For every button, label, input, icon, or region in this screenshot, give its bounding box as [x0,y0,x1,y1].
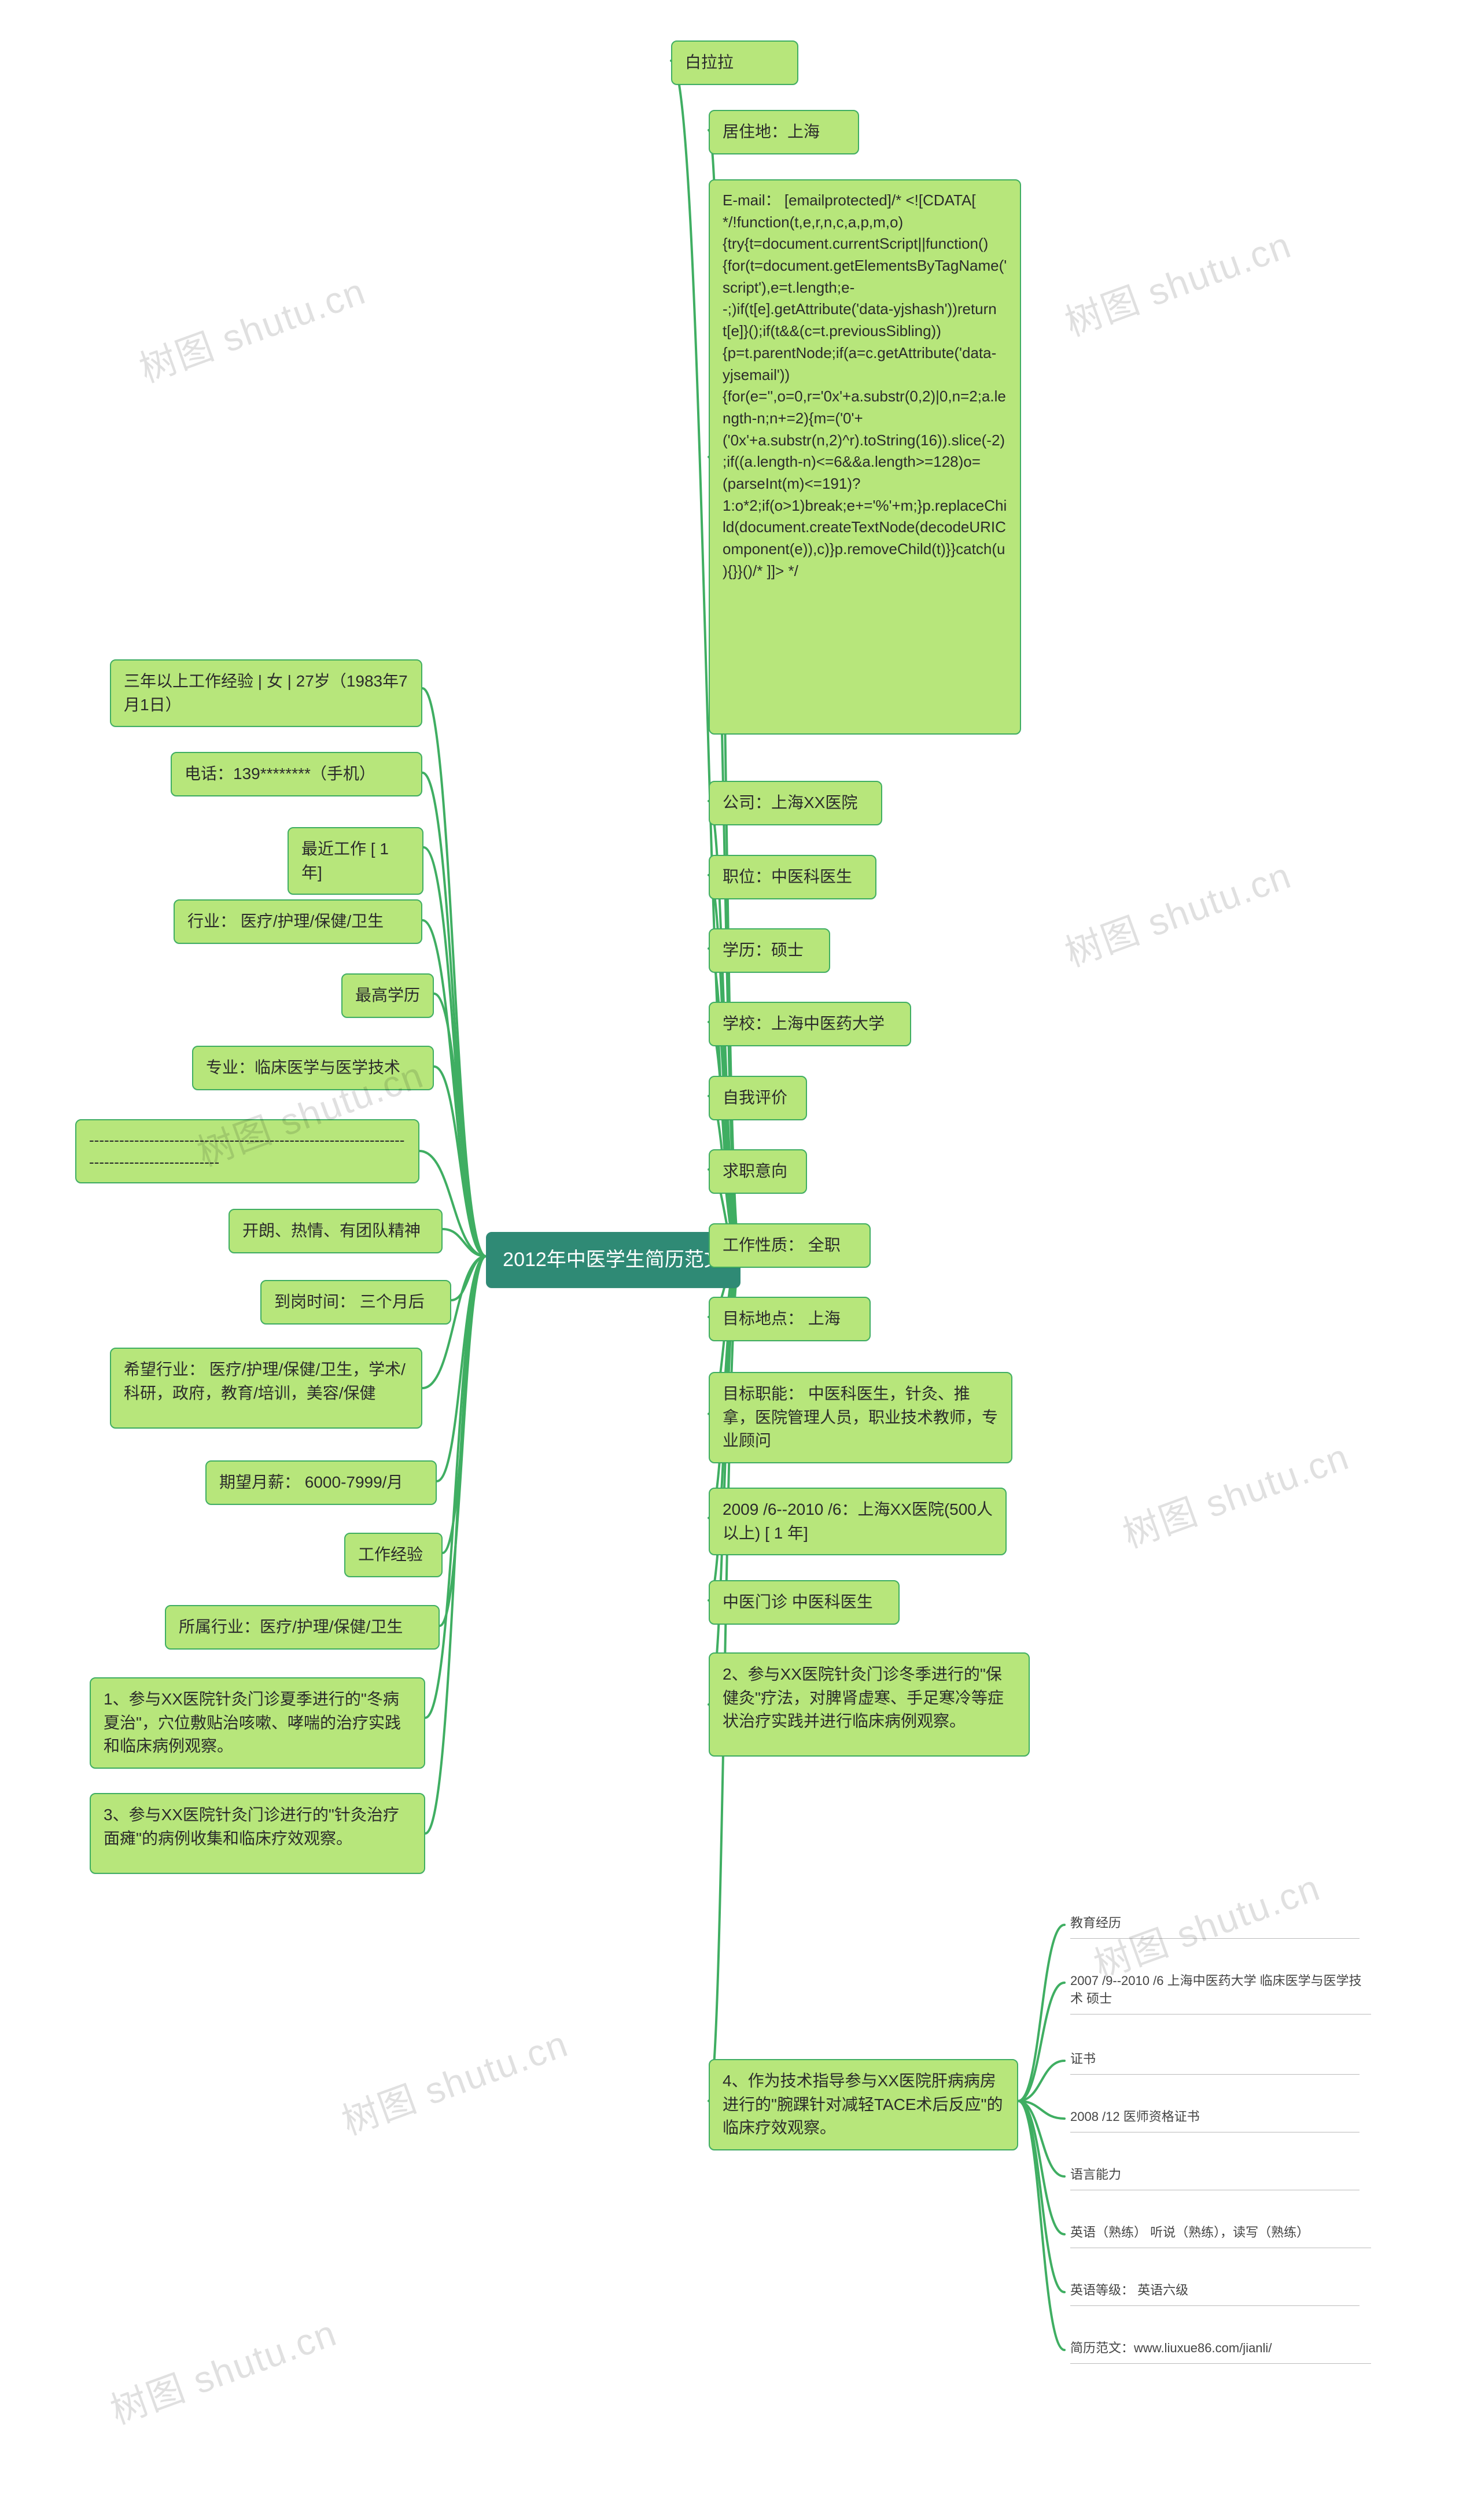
watermark: 树图 shutu.cn [102,2304,343,2435]
branch-b_bailala: 白拉拉 [671,40,798,85]
branch-b_item3: 3、参与XX医院针灸门诊进行的"针灸治疗面瘫"的病例收集和临床疗效观察。 [90,1793,425,1874]
branch-b_belongind: 所属行业：医疗/护理/保健/卫生 [165,1605,440,1650]
branch-b_start: 到岗时间： 三个月后 [260,1280,451,1324]
branch-b_phone: 电话：139********（手机） [171,752,422,796]
branch-b_worktype: 工作性质： 全职 [709,1223,871,1268]
branch-b_self: 自我评价 [709,1076,807,1120]
leaf-l_eduexp: 教育经历 [1070,1914,1360,1939]
branch-b_item4: 4、作为技术指导参与XX医院肝病病房进行的"腕踝针对减轻TACE术后反应"的临床… [709,2059,1018,2150]
branch-b_exp: 三年以上工作经验 | 女 | 27岁（1983年7月1日） [110,659,422,727]
branch-b_dept: 中医门诊 中医科医生 [709,1580,900,1625]
branch-b_item1: 1、参与XX医院针灸门诊夏季进行的"冬病夏治"，穴位敷贴治咳嗽、哮喘的治疗实践和… [90,1677,425,1769]
branch-b_title: 职位：中医科医生 [709,855,876,899]
branch-b_hopeind: 希望行业： 医疗/护理/保健/卫生，学术/科研，政府，教育/培训，美容/保健 [110,1348,422,1429]
branch-b_residence: 居住地：上海 [709,110,859,154]
branch-b_industry: 行业： 医疗/护理/保健/卫生 [174,899,422,944]
leaf-l_edu1: 2007 /9--2010 /6 上海中医药大学 临床医学与医学技术 硕士 [1070,1972,1371,2014]
branch-b_degree: 最高学历 [341,973,434,1018]
branch-b_edu: 学历：硕士 [709,928,830,973]
branch-b_func: 目标职能： 中医科医生，针灸、推拿，医院管理人员，职业技术教师，专业顾问 [709,1372,1012,1463]
mindmap-canvas: 2012年中医学生简历范文 白拉拉居住地：上海 E-mail： [emailprot… [0,0,1481,2520]
watermark: 树图 shutu.cn [1057,216,1298,347]
leaf-l_lang2: 英语等级： 英语六级 [1070,2282,1360,2306]
branch-b_jobintent: 求职意向 [709,1149,807,1194]
leaf-l_cert1: 2008 /12 医师资格证书 [1070,2108,1360,2132]
leaf-l_src: 简历范文：www.liuxue86.com/jianli/ [1070,2340,1371,2364]
watermark: 树图 shutu.cn [131,262,372,393]
branch-b_salary: 期望月薪： 6000-7999/月 [205,1460,437,1505]
watermark: 树图 shutu.cn [1057,846,1298,977]
branch-b_workexp: 工作经验 [344,1533,443,1577]
branch-b_major: 专业：临床医学与医学技术 [192,1046,434,1090]
branch-b_item2: 2、参与XX医院针灸门诊冬季进行的"保健灸"疗法，对脾肾虚寒、手足寒冷等症状治疗… [709,1652,1030,1757]
branch-b_email: E-mail： [emailprotected]/* <![CDATA[ */!… [709,179,1021,735]
branch-b_person: 开朗、热情、有团队精神 [229,1209,443,1253]
leaf-l_lang: 语言能力 [1070,2166,1360,2190]
branch-b_recent: 最近工作 [ 1 年] [288,827,423,895]
leaf-l_lang1: 英语（熟练） 听说（熟练），读写（熟练） [1070,2224,1371,2248]
branch-b_divider: ----------------------------------------… [75,1119,419,1183]
branch-b_target: 目标地点： 上海 [709,1297,871,1341]
watermark: 树图 shutu.cn [334,2014,574,2146]
root-node: 2012年中医学生简历范文 [486,1232,740,1288]
leaf-l_cert: 证书 [1070,2050,1360,2075]
branch-b_period: 2009 /6--2010 /6：上海XX医院(500人以上) [ 1 年] [709,1488,1007,1555]
branch-b_school: 学校：上海中医药大学 [709,1002,911,1046]
branch-b_company: 公司：上海XX医院 [709,781,882,825]
watermark: 树图 shutu.cn [1115,1427,1355,1559]
